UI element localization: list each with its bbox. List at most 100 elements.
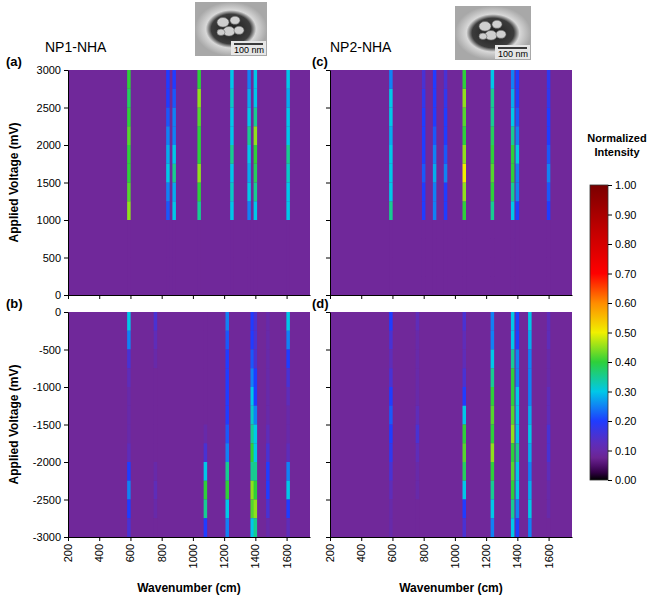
heatmap-cell (422, 239, 426, 258)
heatmap-cells (330, 70, 572, 295)
tick-label: -500 (39, 344, 61, 356)
heatmap-cell (166, 145, 170, 164)
heatmap-cell (444, 239, 448, 258)
xticks-axis (331, 295, 573, 299)
heatmap-cell (422, 89, 426, 108)
heatmap-cell (528, 462, 532, 481)
tick-mark (486, 295, 487, 299)
heatmap-cell (491, 331, 495, 350)
heatmap-cell (516, 462, 520, 481)
panel-label: (a) (6, 54, 22, 69)
tick: 800 (156, 537, 168, 562)
heatmap-cell (250, 462, 254, 481)
tick-label: -2000 (33, 456, 61, 468)
heatmap-cell (516, 183, 520, 202)
tick-label: 400 (93, 544, 105, 562)
heatmap-cell (416, 368, 420, 387)
heatmap-cell (547, 164, 551, 183)
heatmap-cell (250, 500, 254, 519)
heatmap-cell (547, 183, 551, 202)
xticks-axis (69, 295, 311, 299)
heatmap-cell (491, 481, 495, 500)
tick: 3000 (37, 64, 68, 76)
heatmap-cell (204, 312, 208, 331)
heatmap-cell (516, 481, 520, 500)
heatmap-background (68, 312, 310, 537)
heatmap-cell (197, 164, 201, 183)
scale-bar-label: 100 nm (498, 49, 528, 59)
heatmap-cell (204, 368, 208, 387)
tick-mark (608, 480, 612, 481)
heatmap-cell (250, 406, 254, 425)
heatmap-cell (511, 406, 515, 425)
heatmap-cell (230, 276, 234, 295)
tick (326, 537, 330, 538)
heatmap-cell (547, 89, 551, 108)
heatmap-cell (528, 387, 532, 406)
heatmap-cell (516, 312, 520, 331)
heatmap-cell (433, 126, 437, 145)
tick-label: 1600 (281, 544, 293, 568)
heatmap-cell (247, 276, 251, 295)
axis-line (68, 71, 69, 296)
tick-mark (64, 183, 68, 184)
heatmap-cell (444, 89, 448, 108)
heatmap-cell (127, 481, 131, 500)
heatmap-cell (511, 312, 515, 331)
heatmap-cell (463, 201, 467, 220)
heatmap-cell (491, 350, 495, 369)
tick-mark (255, 537, 256, 541)
tick: 0 (55, 289, 68, 301)
heatmap-cell (422, 183, 426, 202)
heatmap-cell (511, 350, 515, 369)
heatmap-cell (172, 70, 176, 89)
heatmap-cell (433, 201, 437, 220)
heatmap-cell (528, 406, 532, 425)
heatmap-cell (491, 406, 495, 425)
heatmap-cell (197, 145, 201, 164)
tick (326, 108, 330, 109)
scale-bar-label: 100 nm (234, 45, 264, 55)
heatmap-cell (230, 183, 234, 202)
tick-label: 1000 (449, 544, 461, 568)
tick-mark (64, 295, 68, 296)
tick (424, 295, 425, 299)
tick: -1500 (33, 419, 68, 431)
tick: 200 (324, 537, 336, 562)
heatmap-cell (250, 443, 254, 462)
tick-mark (424, 295, 425, 299)
heatmap-cell (127, 164, 131, 183)
tick: 800 (418, 537, 430, 562)
heatmap-cell (250, 331, 254, 350)
particle (492, 20, 502, 28)
tick-label: 0.90 (615, 209, 636, 221)
heatmap-cell (247, 183, 251, 202)
tick-mark (64, 462, 68, 463)
heatmap-cell (254, 331, 258, 350)
xticks-axis: 2004006008001000120014001600 (62, 537, 310, 568)
heatmap-cell (226, 331, 230, 350)
heatmap-cell (226, 368, 230, 387)
heatmap-cell (172, 145, 176, 164)
tick-mark (326, 350, 330, 351)
yticks-axis: 0-500-1000-1500-2000-2500-3000 (33, 306, 69, 543)
heatmap-cell (254, 145, 258, 164)
tick-mark (64, 312, 68, 313)
heatmap-cell (286, 406, 290, 425)
tick-mark (64, 70, 68, 71)
heatmap-cell (511, 368, 515, 387)
heatmap-cell (286, 126, 290, 145)
heatmap-cell (250, 425, 254, 444)
heatmap-cell (422, 164, 426, 183)
heatmap-cell (204, 443, 208, 462)
heatmap-cell (511, 276, 515, 295)
tick: 1.00 (608, 179, 636, 191)
heatmap-cell (416, 443, 420, 462)
heatmap-cell (197, 258, 201, 277)
chart-svg: NP1-NHA100 nmNP2-NHA100 nm05001000150020… (0, 0, 661, 603)
heatmap-cell (511, 126, 515, 145)
heatmap-cell (247, 70, 251, 89)
heatmap-cell (433, 89, 437, 108)
tick: 1600 (281, 537, 293, 568)
heatmap-cell (491, 368, 495, 387)
